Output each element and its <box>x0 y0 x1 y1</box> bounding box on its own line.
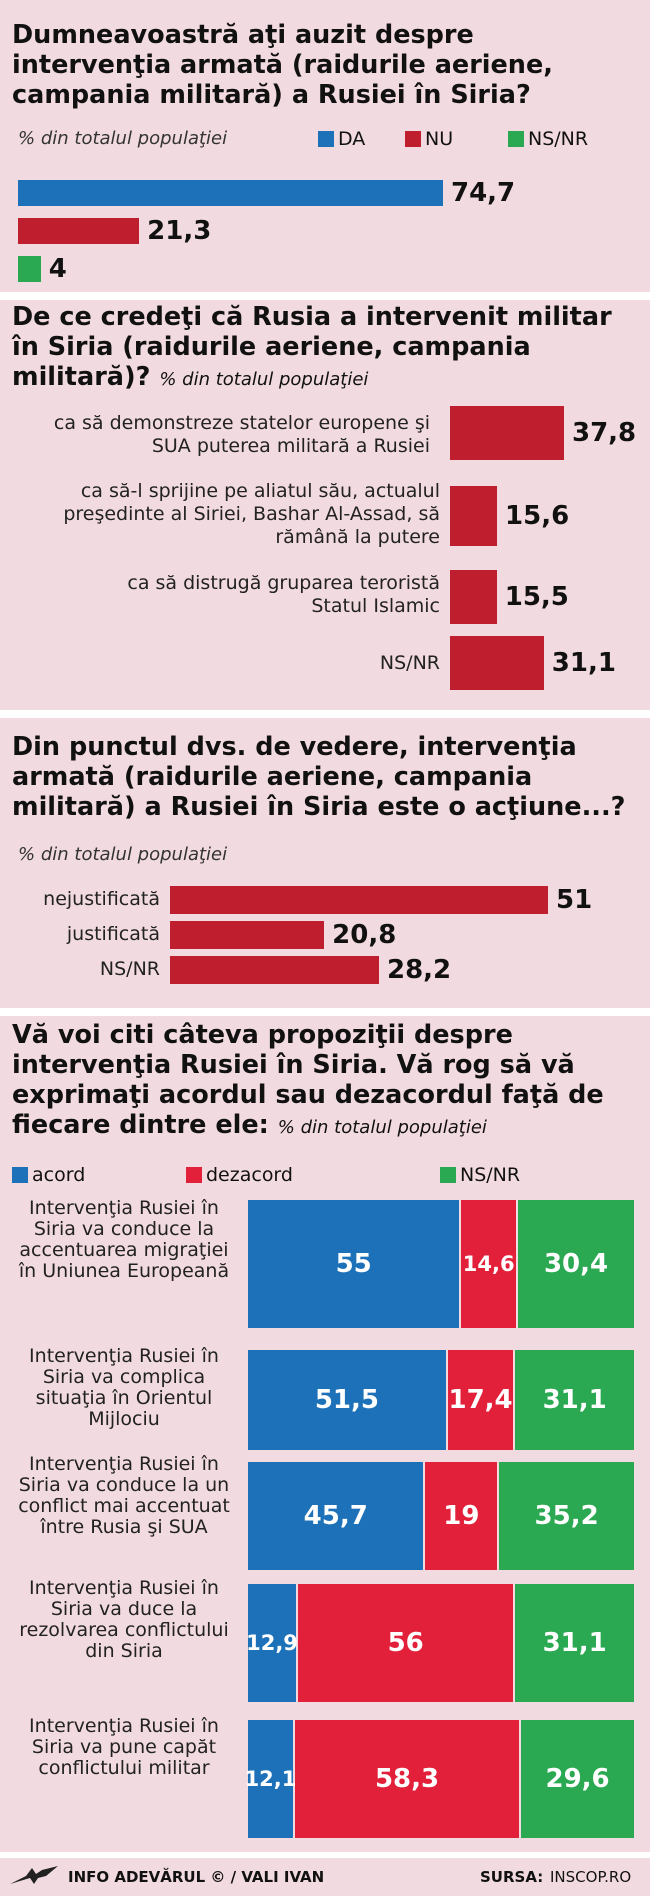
q3-bar-3 <box>170 956 379 984</box>
legend-nsnr-q4: NS/NR <box>440 1164 520 1186</box>
q4-row-5-nsnr-segment: 29,6 <box>521 1720 634 1838</box>
q4-statement-2: Intervenţia Rusiei în Siria va complica … <box>29 1345 219 1430</box>
q4-statement-5: Intervenţia Rusiei în Siria va pune capă… <box>29 1715 219 1779</box>
q1-bar-3 <box>18 256 41 282</box>
legend-swatch-acord <box>12 1167 28 1183</box>
q4-statement-1: Intervenţia Rusiei în Siria va conduce l… <box>18 1197 230 1282</box>
q4-title-text: Vă voi citi câteva propoziţii despre int… <box>12 1020 604 1140</box>
q3-category-1: nejustificată <box>43 888 160 910</box>
q2-bar-2 <box>450 486 498 546</box>
q2-value-3: 15,5 <box>504 582 569 612</box>
q2-category-4: NS/NR <box>379 652 440 674</box>
q2-value-2: 15,6 <box>505 501 570 531</box>
q4-statement-4: Intervenţia Rusiei în Siria va duce la r… <box>19 1577 229 1662</box>
legend-label-nsnr: NS/NR <box>528 128 589 150</box>
q1-value-2: 21,3 <box>147 216 212 246</box>
legend-label-nsnr-q4: NS/NR <box>460 1164 521 1186</box>
q4-statement-3: Intervenţia Rusiei în Siria va conduce l… <box>18 1453 230 1538</box>
q4-row-3-nsnr-segment: 35,2 <box>499 1462 634 1570</box>
legend-swatch-dezacord <box>186 1167 202 1183</box>
legend-label-nu: NU <box>425 128 454 150</box>
q3-subtitle: % din totalul populaţiei <box>18 844 228 865</box>
legend-acord: acord <box>12 1164 85 1186</box>
q1-subtitle: % din totalul populaţiei <box>18 128 228 149</box>
q2-value-4: 31,1 <box>551 648 616 678</box>
q1-bar-1 <box>18 180 443 206</box>
q4-row-5-dezacord-segment: 58,3 <box>294 1720 520 1838</box>
legend-da: DA <box>318 128 365 150</box>
footer: INFO ADEVĂRUL © / VALI IVAN SURSA: INSCO… <box>0 1858 650 1896</box>
q2-bar-1 <box>450 406 564 460</box>
q4-row-4-acord-segment: 12,9 <box>246 1584 298 1702</box>
q1-value-1: 74,7 <box>451 178 516 208</box>
legend-swatch-nu <box>405 131 421 147</box>
panel-q3: Din punctul dvs. de vedere, intervenţia … <box>0 718 650 1008</box>
legend-label-acord: acord <box>32 1164 86 1186</box>
q4-subtitle: % din totalul populaţiei <box>277 1117 487 1138</box>
legend-nsnr: NS/NR <box>508 128 588 150</box>
q2-title-text: De ce credeţi că Rusia a intervenit mili… <box>12 302 612 392</box>
q3-value-2: 20,8 <box>332 920 397 950</box>
q4-row-2-nsnr-segment: 31,1 <box>515 1350 634 1450</box>
q3-bar-2 <box>170 921 325 949</box>
q3-value-1: 51 <box>556 885 593 915</box>
q1-bar-2 <box>18 218 140 244</box>
q2-subtitle: % din totalul populaţiei <box>159 369 369 390</box>
panel-q4: Vă voi citi câteva propoziţii despre int… <box>0 1016 650 1852</box>
q4-row-1-nsnr-segment: 30,4 <box>518 1200 634 1328</box>
q2-category-3: ca să distrugă gruparea teroristă Statul… <box>127 572 440 617</box>
q3-title: Din punctul dvs. de vedere, intervenţia … <box>12 732 626 822</box>
q4-row-4-dezacord-segment: 56 <box>298 1584 514 1702</box>
q3-category-3: NS/NR <box>99 958 160 980</box>
q4-row-3-acord-segment: 45,7 <box>248 1462 424 1570</box>
panel-q2: De ce credeţi că Rusia a intervenit mili… <box>0 300 650 710</box>
q4-row-5-acord-segment: 12,1 <box>245 1720 296 1838</box>
legend-label-dezacord: dezacord <box>206 1164 293 1186</box>
footer-source: INSCOP.RO <box>550 1868 632 1886</box>
q4-row-1-dezacord-segment: 14,6 <box>461 1200 517 1328</box>
q3-value-3: 28,2 <box>387 955 452 985</box>
panel-q1: Dumneavoastră aţi auzit despre intervenţ… <box>0 0 650 292</box>
q2-bar-4 <box>450 636 544 690</box>
legend-swatch-nsnr-q4 <box>440 1167 456 1183</box>
legend-swatch-nsnr <box>508 131 524 147</box>
q4-row-3-dezacord-segment: 19 <box>425 1462 498 1570</box>
legend-label-da: DA <box>338 128 366 150</box>
legend-nu: NU <box>405 128 453 150</box>
q3-bar-1 <box>170 886 548 914</box>
q2-value-1: 37,8 <box>572 418 637 448</box>
q2-category-1: ca să demonstreze statelor europene şi S… <box>53 412 430 457</box>
q2-title: De ce credeţi că Rusia a intervenit mili… <box>12 302 632 395</box>
q2-bar-3 <box>450 570 497 624</box>
legend-swatch-da <box>318 131 334 147</box>
q3-category-2: justificată <box>66 923 160 945</box>
eagle-logo-icon <box>10 1866 58 1884</box>
q4-row-4-nsnr-segment: 31,1 <box>515 1584 634 1702</box>
legend-dezacord: dezacord <box>186 1164 293 1186</box>
q4-title: Vă voi citi câteva propoziţii despre int… <box>12 1020 632 1143</box>
footer-source-label: SURSA: <box>480 1868 544 1886</box>
q4-row-2-acord-segment: 51,5 <box>248 1350 446 1450</box>
q1-title: Dumneavoastră aţi auzit despre intervenţ… <box>12 20 553 110</box>
q4-row-2-dezacord-segment: 17,4 <box>447 1350 514 1450</box>
q2-category-2: ca să-l sprijine pe aliatul său, actualu… <box>63 480 440 548</box>
footer-credit: INFO ADEVĂRUL © / VALI IVAN <box>68 1868 325 1886</box>
q4-row-1-acord-segment: 55 <box>248 1200 460 1328</box>
q1-value-3: 4 <box>48 254 67 284</box>
